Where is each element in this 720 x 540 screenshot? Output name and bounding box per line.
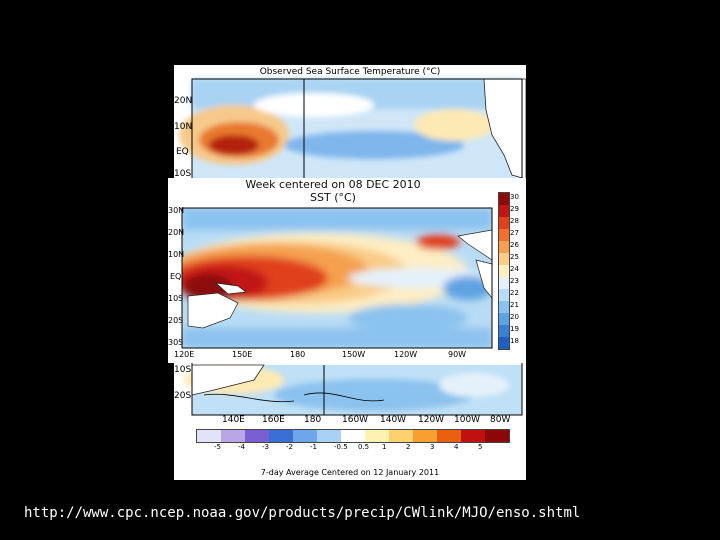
front-lat-label: 10N <box>168 250 185 259</box>
front-lat-label: 30N <box>168 206 185 215</box>
anomaly-colorbar-tick: 3 <box>430 443 435 451</box>
anomaly-colorbar-ticks: -5 -4 -3 -2 -1 -0.5 0.5 1 2 3 4 5 <box>196 443 508 455</box>
front-lat-label: 30S <box>168 338 184 347</box>
back-lon-label: 160W <box>342 415 369 425</box>
anomaly-colorbar-tick: -2 <box>286 443 293 451</box>
back-lat-label: 20N <box>174 96 193 106</box>
front-map-field <box>181 207 493 349</box>
anomaly-colorbar-tick: -4 <box>238 443 245 451</box>
back-lat-label: 20S <box>174 391 192 401</box>
back-lon-label: 160E <box>262 415 285 425</box>
sst-colorbar-swatch <box>499 337 509 349</box>
front-lon-label: 120E <box>174 350 195 359</box>
sst-colorbar-swatch <box>499 253 509 265</box>
sst-colorbar-tick: 30 <box>510 193 519 201</box>
anomaly-colorbar-tick: -0.5 <box>334 443 348 451</box>
sst-colorbar-swatch <box>499 229 509 241</box>
back-map-footer: 7-day Average Centered on 12 January 201… <box>260 468 440 477</box>
anomaly-colorbar-swatch <box>221 430 245 442</box>
anomaly-colorbar-swatch <box>197 430 221 442</box>
sst-colorbar-ticks: 30 29 28 27 26 25 24 23 22 21 20 19 18 <box>510 192 526 348</box>
sst-colorbar-tick: 24 <box>510 265 519 273</box>
anomaly-colorbar-swatch <box>413 430 437 442</box>
sst-colorbar-tick: 19 <box>510 325 519 333</box>
sst-colorbar-tick: 27 <box>510 229 519 237</box>
front-lat-label: 20S <box>168 316 184 325</box>
back-lat-label: 10S <box>174 169 192 179</box>
front-lon-label: 180 <box>290 350 306 359</box>
anomaly-colorbar-swatch <box>437 430 461 442</box>
sst-colorbar-swatch <box>499 301 509 313</box>
sst-colorbar-swatch <box>499 265 509 277</box>
anomaly-colorbar-tick: 5 <box>478 443 483 451</box>
sst-map: Week centered on 08 DEC 2010 SST (°C) <box>168 178 526 363</box>
back-lon-label: 180 <box>304 415 322 425</box>
sst-colorbar-tick: 22 <box>510 289 519 297</box>
anomaly-colorbar-swatch <box>461 430 485 442</box>
source-url[interactable]: http://www.cpc.ncep.noaa.gov/products/pr… <box>24 505 581 521</box>
anomaly-colorbar-tick: -3 <box>262 443 269 451</box>
back-lon-label: 100W <box>454 415 481 425</box>
anomaly-colorbar-tick: 4 <box>454 443 459 451</box>
anomaly-colorbar-swatch <box>485 430 509 442</box>
anomaly-colorbar-swatch <box>365 430 389 442</box>
front-lon-label: 120W <box>394 350 418 359</box>
front-lat-label: 20N <box>168 228 185 237</box>
front-lat-label: 10S <box>168 294 184 303</box>
sst-colorbar-tick: 28 <box>510 217 519 225</box>
back-lat-label: 10N <box>174 122 193 132</box>
front-map-subtitle: SST (°C) <box>310 191 356 204</box>
anomaly-colorbar-tick: 0.5 <box>358 443 370 451</box>
sst-colorbar-swatch <box>499 241 509 253</box>
front-lon-label: 90W <box>448 350 467 359</box>
sst-colorbar-swatch <box>499 313 509 325</box>
sst-colorbar-tick: 29 <box>510 205 519 213</box>
anomaly-colorbar-tick: 2 <box>406 443 411 451</box>
sst-colorbar-swatch <box>499 217 509 229</box>
sst-colorbar-tick: 18 <box>510 337 519 345</box>
back-lon-label: 80W <box>490 415 511 425</box>
front-lat-label: EQ <box>170 272 182 281</box>
back-lat-label: EQ <box>176 147 189 157</box>
anomaly-colorbar-swatch <box>341 430 365 442</box>
back-lon-label: 140E <box>222 415 245 425</box>
sst-colorbar-swatch <box>499 193 509 205</box>
sst-colorbar-swatch <box>499 205 509 217</box>
anomaly-colorbar <box>196 429 510 443</box>
front-lon-label: 150E <box>232 350 253 359</box>
anomaly-colorbar-swatch <box>389 430 413 442</box>
back-map-field <box>179 78 526 416</box>
sst-colorbar-tick: 20 <box>510 313 519 321</box>
sst-colorbar-swatch <box>499 277 509 289</box>
front-lon-label: 150W <box>342 350 366 359</box>
anomaly-colorbar-tick: -1 <box>310 443 317 451</box>
sst-colorbar-swatch <box>499 289 509 301</box>
back-lon-label: 140W <box>380 415 407 425</box>
anomaly-colorbar-swatch <box>317 430 341 442</box>
anomaly-colorbar-swatch <box>245 430 269 442</box>
anomaly-colorbar-swatch <box>269 430 293 442</box>
sst-colorbar-swatch <box>499 325 509 337</box>
sst-colorbar-tick: 26 <box>510 241 519 249</box>
front-map-title: Week centered on 08 DEC 2010 <box>245 178 421 191</box>
back-lon-label: 120W <box>418 415 445 425</box>
sst-colorbar <box>498 192 510 350</box>
sst-colorbar-tick: 25 <box>510 253 519 261</box>
back-lat-label: 10S <box>174 365 192 375</box>
anomaly-colorbar-swatch <box>293 430 317 442</box>
anomaly-colorbar-tick: -5 <box>214 443 221 451</box>
back-map-title: Observed Sea Surface Temperature (°C) <box>259 67 441 77</box>
sst-colorbar-tick: 23 <box>510 277 519 285</box>
sst-colorbar-tick: 21 <box>510 301 519 309</box>
anomaly-colorbar-tick: 1 <box>382 443 387 451</box>
